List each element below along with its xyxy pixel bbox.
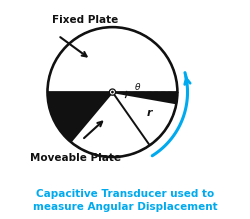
- Text: Moveable Plate: Moveable Plate: [30, 153, 120, 163]
- Wedge shape: [48, 27, 176, 92]
- Text: Capacitive Transducer used to
measure Angular Displacement: Capacitive Transducer used to measure An…: [33, 189, 217, 212]
- Wedge shape: [70, 92, 176, 157]
- Text: r: r: [146, 108, 152, 118]
- Text: $\theta$: $\theta$: [134, 81, 141, 92]
- Circle shape: [47, 27, 177, 157]
- Circle shape: [109, 89, 115, 95]
- Circle shape: [111, 92, 113, 93]
- Text: Fixed Plate: Fixed Plate: [51, 15, 117, 25]
- Circle shape: [110, 90, 114, 94]
